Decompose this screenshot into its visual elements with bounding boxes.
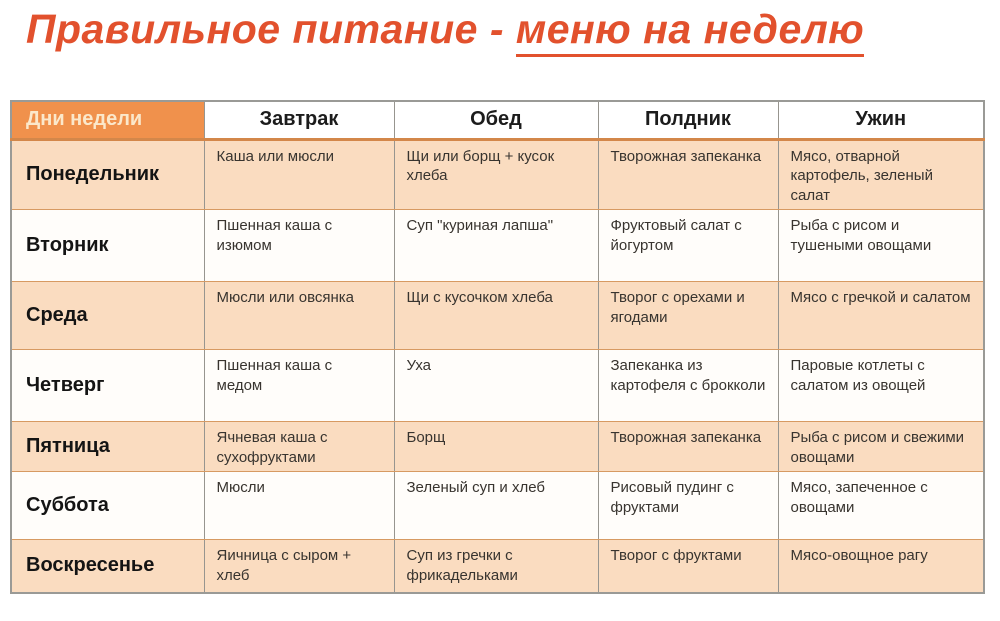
lunch-cell: Уха [393,349,599,422]
day-label: Вторник [10,209,205,282]
lunch-cell: Суп "куриная лапша" [393,209,599,282]
table-row-sunday: Воскресенье Яичница с сыром + хлеб Суп и… [10,539,985,593]
column-header-dinner: Ужин [777,100,985,141]
dinner-cell: Паровые котлеты с салатом из овощей [777,349,985,422]
dinner-cell: Мясо с гречкой и салатом [777,281,985,350]
lunch-cell: Щи или борщ + кусок хлеба [393,138,599,210]
breakfast-cell: Каша или мюсли [203,138,395,210]
table-row-saturday: Суббота Мюсли Зеленый суп и хлеб Рисовый… [10,471,985,540]
day-label: Понедельник [10,138,205,210]
dinner-cell: Рыба с рисом и свежими овощами [777,421,985,472]
snack-cell: Рисовый пудинг с фруктами [597,471,779,540]
dinner-cell: Мясо, запеченное с овощами [777,471,985,540]
day-label: Пятница [10,421,205,472]
lunch-cell: Суп из гречки с фрикадельками [393,539,599,593]
page-title: Правильное питание - меню на неделю [26,6,986,57]
breakfast-cell: Мюсли или овсянка [203,281,395,350]
snack-cell: Творожная запеканка [597,138,779,210]
weekly-menu-table: Дни недели Завтрак Обед Полдник Ужин Пон… [10,100,985,594]
day-label: Четверг [10,349,205,422]
lunch-cell: Борщ [393,421,599,472]
breakfast-cell: Яичница с сыром + хлеб [203,539,395,593]
breakfast-cell: Пшенная каша с медом [203,349,395,422]
table-row-wednesday: Среда Мюсли или овсянка Щи с кусочком хл… [10,281,985,350]
page-title-underlined: меню на неделю [515,6,865,57]
breakfast-cell: Ячневая каша с сухофруктами [203,421,395,472]
table-row-thursday: Четверг Пшенная каша с медом Уха Запекан… [10,349,985,422]
table-row-friday: Пятница Ячневая каша с сухофруктами Борщ… [10,421,985,472]
day-label: Воскресенье [10,539,205,593]
header-row: Дни недели Завтрак Обед Полдник Ужин [10,100,985,141]
breakfast-cell: Пшенная каша с изюмом [203,209,395,282]
dinner-cell: Мясо-овощное рагу [777,539,985,593]
table-row-monday: Понедельник Каша или мюсли Щи или борщ +… [10,138,985,210]
column-header-days: Дни недели [10,100,205,141]
lunch-cell: Щи с кусочком хлеба [393,281,599,350]
table-row-tuesday: Вторник Пшенная каша с изюмом Суп "курин… [10,209,985,282]
day-label: Суббота [10,471,205,540]
page-title-prefix: Правильное питание - [26,6,516,52]
snack-cell: Творожная запеканка [597,421,779,472]
day-label: Среда [10,281,205,350]
snack-cell: Творог с орехами и ягодами [597,281,779,350]
snack-cell: Запеканка из картофеля с брокколи [597,349,779,422]
snack-cell: Фруктовый салат с йогуртом [597,209,779,282]
column-header-snack: Полдник [597,100,779,141]
column-header-lunch: Обед [393,100,599,141]
column-header-breakfast: Завтрак [203,100,395,141]
lunch-cell: Зеленый суп и хлеб [393,471,599,540]
dinner-cell: Мясо, отварной картофель, зеленый салат [777,138,985,210]
dinner-cell: Рыба с рисом и тушеными овощами [777,209,985,282]
breakfast-cell: Мюсли [203,471,395,540]
snack-cell: Творог с фруктами [597,539,779,593]
